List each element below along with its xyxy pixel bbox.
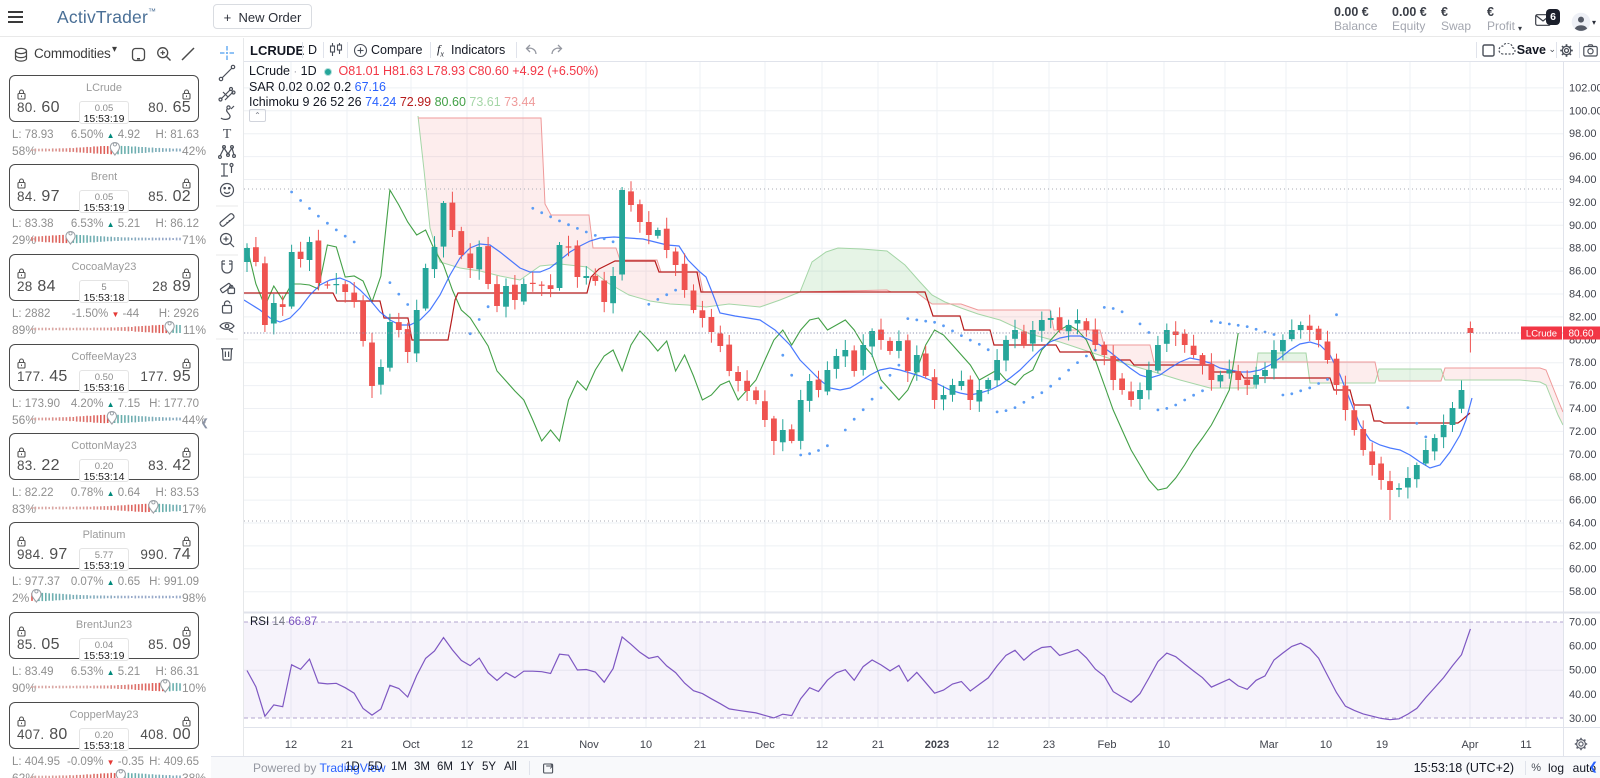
svg-text:96.00: 96.00: [1569, 151, 1597, 163]
svg-text:12: 12: [285, 739, 297, 751]
svg-text:80.60: 80.60: [1568, 329, 1593, 340]
svg-text:21: 21: [872, 739, 884, 751]
svg-text:68.00: 68.00: [1569, 472, 1597, 484]
svg-text:40.00: 40.00: [1569, 689, 1597, 701]
svg-text:90.00: 90.00: [1569, 220, 1597, 232]
svg-text:10: 10: [640, 739, 652, 751]
svg-text:LCrude: LCrude: [1526, 329, 1557, 340]
svg-text:30.00: 30.00: [1569, 713, 1597, 725]
svg-text:21: 21: [694, 739, 706, 751]
svg-text:Mar: Mar: [1260, 739, 1279, 751]
svg-text:78.00: 78.00: [1569, 357, 1597, 369]
svg-text:2023: 2023: [925, 739, 949, 751]
svg-text:100.00: 100.00: [1569, 105, 1600, 117]
svg-text:12: 12: [461, 739, 473, 751]
svg-text:88.00: 88.00: [1569, 243, 1597, 255]
svg-text:98.00: 98.00: [1569, 128, 1597, 140]
svg-text:12: 12: [987, 739, 999, 751]
svg-text:70.00: 70.00: [1569, 617, 1597, 629]
svg-text:Apr: Apr: [1461, 739, 1478, 751]
svg-text:T: T: [223, 127, 232, 142]
svg-text:12: 12: [816, 739, 828, 751]
svg-text:58.00: 58.00: [1569, 586, 1597, 598]
svg-text:70.00: 70.00: [1569, 449, 1597, 461]
svg-text:86.00: 86.00: [1569, 266, 1597, 278]
svg-text:60.00: 60.00: [1569, 641, 1597, 653]
svg-text:94.00: 94.00: [1569, 174, 1597, 186]
svg-text:84.00: 84.00: [1569, 289, 1597, 301]
svg-text:82.00: 82.00: [1569, 311, 1597, 323]
svg-text:72.00: 72.00: [1569, 426, 1597, 438]
svg-text:Oct: Oct: [402, 739, 419, 751]
svg-text:11: 11: [1520, 739, 1531, 751]
svg-text:60.00: 60.00: [1569, 563, 1597, 575]
svg-text:50.00: 50.00: [1569, 665, 1597, 677]
svg-text:74.00: 74.00: [1569, 403, 1597, 415]
svg-text:21: 21: [341, 739, 353, 751]
svg-text:21: 21: [517, 739, 529, 751]
svg-text:76.00: 76.00: [1569, 380, 1597, 392]
svg-text:64.00: 64.00: [1569, 518, 1597, 530]
svg-text:10: 10: [1158, 739, 1170, 751]
svg-text:Nov: Nov: [579, 739, 599, 751]
svg-text:66.00: 66.00: [1569, 495, 1597, 507]
svg-text:102.00: 102.00: [1569, 82, 1600, 94]
svg-text:10: 10: [1320, 739, 1332, 751]
svg-text:Dec: Dec: [755, 739, 775, 751]
svg-text:Feb: Feb: [1098, 739, 1117, 751]
svg-text:92.00: 92.00: [1569, 197, 1597, 209]
svg-text:62.00: 62.00: [1569, 540, 1597, 552]
svg-text:23: 23: [1043, 739, 1055, 751]
svg-text:19: 19: [1376, 739, 1388, 751]
